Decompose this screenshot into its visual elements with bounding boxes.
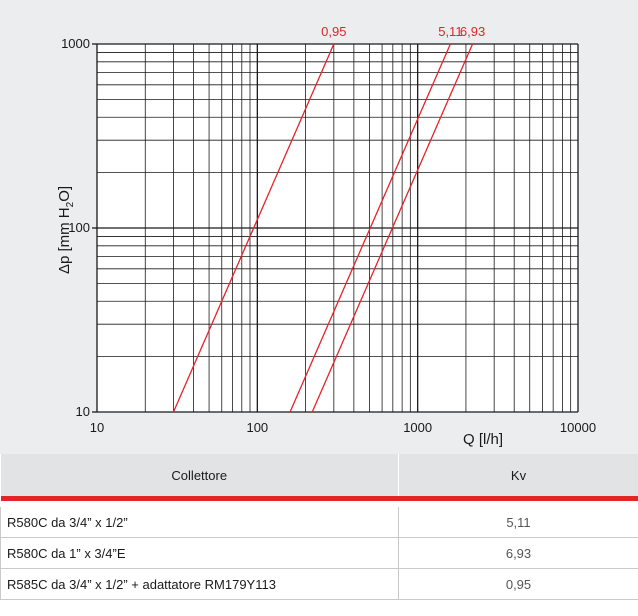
- table-row: R580C da 1” x 3/4”E 6,93: [0, 537, 638, 569]
- row-name: R580C da 1” x 3/4”E: [0, 537, 399, 569]
- series-label: 0,95: [321, 24, 346, 39]
- row-kv: 6,93: [398, 537, 638, 569]
- y-tick-label: 10: [76, 404, 90, 419]
- x-axis-label: Q [l/h]: [463, 431, 503, 448]
- row-name: R585C da 3/4” x 1/2” + adattatore RM179Y…: [0, 568, 399, 600]
- header-kv: Kv: [398, 454, 638, 499]
- chart-area: 10 100 1000 10 100 1000 10000 0,95 5,11 6,93 Q [l…: [0, 0, 638, 454]
- grid: [92, 43, 579, 413]
- x-tick-label: 100: [246, 420, 268, 435]
- y-tick-label: 100: [68, 220, 90, 235]
- table-header-row: Collettore Kv: [0, 454, 638, 499]
- y-axis-label: Δp [mm H2O]: [56, 186, 76, 274]
- series-line: [311, 43, 474, 413]
- series-line: [172, 43, 335, 413]
- table-row: R580C da 3/4” x 1/2” 5,11: [0, 507, 638, 538]
- row-kv: 0,95: [398, 568, 638, 600]
- chart-labels: 10 100 1000 10 100 1000 10000 0,95 5,116,93: [61, 24, 596, 435]
- kv-table: Collettore Kv R580C da 3/4” x 1/2” 5,11 …: [0, 454, 638, 600]
- x-tick-label: 1000: [403, 420, 432, 435]
- series-line: [289, 43, 451, 413]
- x-tick-label: 10: [90, 420, 104, 435]
- row-name: R580C da 3/4” x 1/2”: [0, 507, 399, 538]
- kv-chart: 10 100 1000 10 100 1000 10000 0,95 5,116,93 Q [l…: [56, 24, 596, 448]
- header-collettore: Collettore: [0, 454, 399, 499]
- series-label: 5,11: [438, 24, 462, 39]
- table-row: R585C da 3/4” x 1/2” + adattatore RM179Y…: [0, 568, 638, 600]
- x-tick-label: 10000: [560, 420, 596, 435]
- series-label: 6,93: [460, 24, 485, 39]
- row-kv: 5,11: [398, 507, 638, 538]
- series-lines: [172, 43, 474, 413]
- y-tick-label: 1000: [61, 36, 90, 51]
